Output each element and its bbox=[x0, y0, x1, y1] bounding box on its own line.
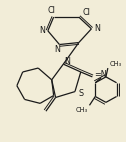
Text: N: N bbox=[94, 24, 100, 33]
Text: N: N bbox=[64, 57, 70, 66]
Text: S: S bbox=[78, 89, 83, 98]
Text: Cl: Cl bbox=[48, 6, 56, 15]
Text: N: N bbox=[39, 26, 45, 35]
Text: CH₃: CH₃ bbox=[75, 107, 88, 113]
Text: Cl: Cl bbox=[83, 8, 90, 17]
Text: =N: =N bbox=[94, 70, 107, 79]
Text: CH₃: CH₃ bbox=[110, 61, 122, 67]
Text: N: N bbox=[55, 45, 60, 54]
